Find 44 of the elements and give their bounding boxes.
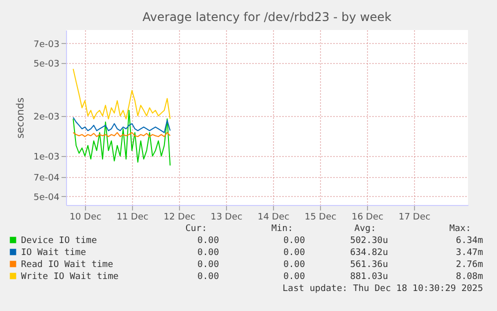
x-tick-label: 13 Dec: [210, 212, 242, 222]
legend-label: Device IO time: [21, 236, 97, 246]
text: 0.00: [197, 260, 219, 270]
x-tick-label: 17 Dec: [398, 212, 430, 222]
x-tick-label: 10 Dec: [70, 212, 102, 222]
text: 561.36u: [350, 260, 388, 270]
text: Max:: [449, 224, 471, 234]
text: 2.76m: [456, 260, 483, 270]
legend-label: Write IO Wait time: [21, 272, 119, 282]
chart-title: Average latency for /dev/rbd23 - by week: [142, 10, 392, 24]
text: 0.00: [197, 236, 219, 246]
text: 502.30u: [350, 236, 388, 246]
y-tick-label: 5e-03: [34, 59, 60, 70]
text: 0.00: [283, 272, 305, 282]
x-tick-label: 12 Dec: [164, 212, 196, 222]
line-series: [72, 68, 171, 120]
x-tick-label: 14 Dec: [258, 212, 290, 222]
text: 6.34m: [456, 236, 483, 246]
legend-label: Read IO Wait time: [21, 260, 114, 270]
x-tick-label: 15 Dec: [304, 212, 336, 222]
text: Cur:: [185, 224, 207, 234]
y-tick-label: 2e-03: [34, 112, 60, 122]
text: 0.00: [197, 272, 219, 282]
text: Avg:: [354, 224, 376, 234]
text: 0.00: [283, 236, 305, 246]
line-series: [72, 110, 171, 166]
text: Last update: Thu Dec 18 10:30:29 2025: [282, 284, 483, 294]
x-tick-label: 11 Dec: [116, 212, 148, 222]
y-tick-label: 1e-03: [34, 152, 60, 163]
text: 3.47m: [456, 248, 483, 258]
text: 0.00: [197, 248, 219, 258]
y-axis-title: seconds: [16, 98, 27, 138]
x-tick-label: 16 Dec: [352, 212, 384, 222]
text: 0.00: [283, 260, 305, 270]
text: 881.03u: [350, 272, 388, 282]
y-tick-label: 5e-04: [34, 192, 60, 203]
text: 634.82u: [350, 248, 388, 258]
line-series: [72, 116, 171, 134]
legend-label: IO Wait time: [21, 248, 86, 258]
text: 8.08m: [456, 272, 483, 282]
text: 0.00: [283, 248, 305, 258]
y-tick-label: 7e-03: [34, 40, 60, 50]
text: Min:: [271, 224, 293, 234]
y-tick-label: 7e-04: [34, 173, 60, 184]
